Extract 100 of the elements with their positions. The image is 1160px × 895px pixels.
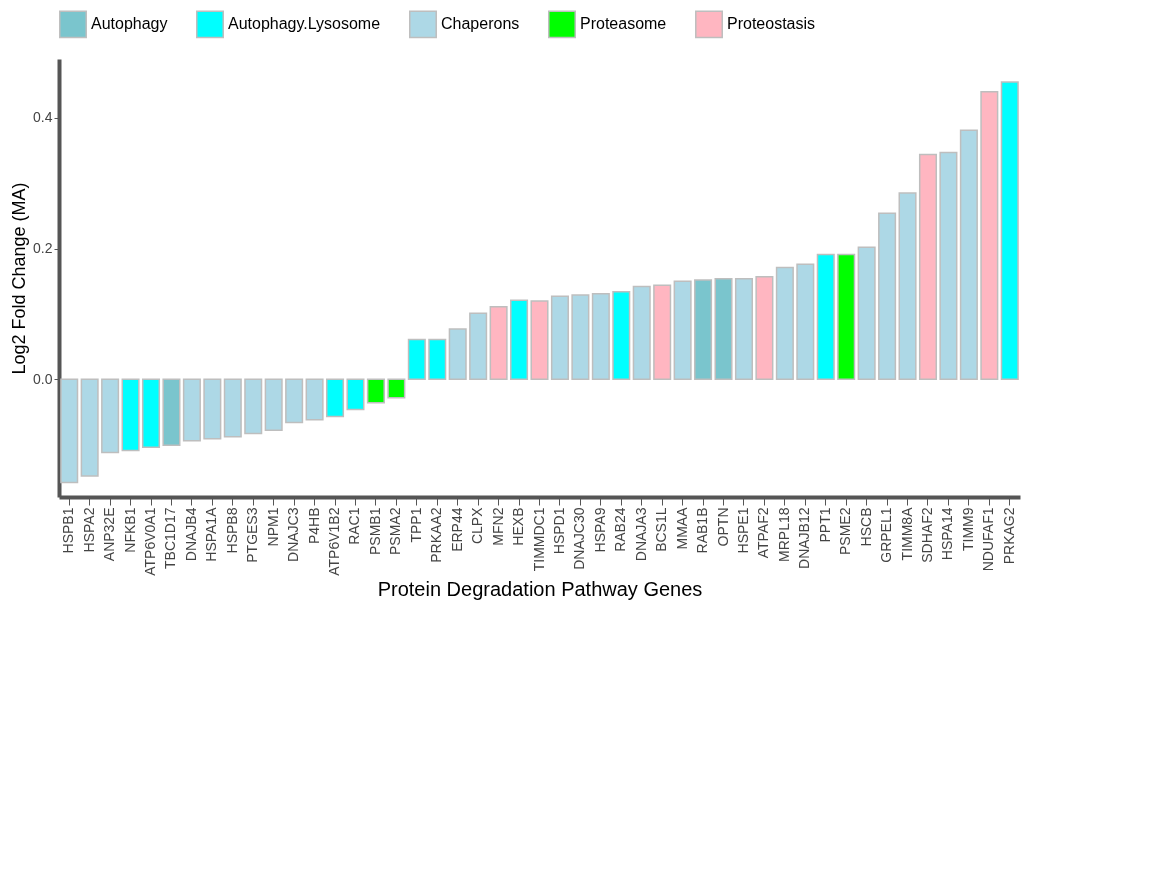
x-tick-label: TIMM9 (959, 507, 976, 552)
x-tick-label: DNAJB4 (182, 507, 199, 562)
x-tick-label: DNAJC3 (285, 507, 302, 562)
bar (489, 306, 508, 381)
bar (223, 378, 242, 438)
x-tick-label: CLPX (469, 506, 486, 545)
legend-label: Chaperons (441, 15, 520, 33)
bar (305, 378, 324, 421)
bar (448, 328, 467, 381)
x-tick-label: ATPAF2 (755, 507, 772, 559)
legend-label: Proteasome (580, 15, 667, 33)
x-tick-label: DNAJC30 (571, 507, 588, 570)
legend-label: Proteostasis (727, 15, 816, 33)
bar (510, 299, 529, 381)
x-tick-label: PPT1 (816, 507, 833, 543)
bar (550, 295, 569, 381)
x-tick-label: SDHAF2 (918, 507, 935, 563)
bar (612, 290, 631, 381)
bar (734, 277, 753, 381)
bar (203, 378, 222, 440)
bar (694, 279, 713, 381)
bar (60, 378, 79, 484)
x-tick-label: HSPB8 (223, 507, 240, 554)
x-tick-label: NPM1 (264, 507, 281, 547)
x-tick-label: PRKAA2 (428, 507, 445, 563)
bar (918, 153, 938, 381)
bar (469, 312, 488, 381)
x-tick-label: HSPA14 (939, 507, 956, 561)
x-tick-label: TBC1D17 (162, 507, 179, 569)
bar (141, 378, 161, 449)
x-tick-label: TIMMDC1 (530, 507, 547, 572)
legend-label: Autophagy.Lysosome (228, 15, 381, 33)
bar (898, 192, 917, 381)
bar (1000, 81, 1019, 381)
bar (182, 378, 201, 442)
x-tick-label: P4HB (305, 507, 322, 545)
bar (407, 338, 426, 381)
y-tick-label: 0.0 (33, 370, 53, 387)
bar (571, 294, 590, 381)
x-tick-label: BCS1L (653, 507, 670, 552)
bar (775, 266, 794, 381)
bar (264, 378, 283, 432)
bar (387, 378, 406, 399)
y-axis-title: Log2 Fold Change (MA) (9, 182, 30, 375)
x-tick-label: ANP32E (101, 507, 118, 562)
bar (816, 253, 835, 381)
x-tick-label: HSCB (857, 507, 874, 547)
y-tick-label: 0.4 (33, 109, 53, 126)
x-tick-label: TIMM8A (898, 506, 915, 561)
x-tick-label: ERP44 (448, 507, 465, 552)
x-tick-label: HEXB (510, 507, 527, 546)
bar (162, 378, 181, 447)
x-tick-label: HSPA1A (203, 506, 220, 562)
bar (837, 253, 856, 381)
x-tick-label: MFN2 (489, 507, 506, 546)
x-tick-label: NDUFAF1 (980, 507, 997, 572)
x-tick-label: PSMA2 (387, 507, 404, 555)
x-tick-label: HSPE1 (734, 507, 751, 554)
x-tick-label: MRPL18 (775, 507, 792, 562)
x-tick-label: PTGES3 (244, 507, 261, 563)
y-tick-label: 0.2 (33, 240, 53, 257)
bar (878, 212, 897, 381)
bar (939, 151, 958, 381)
bar (653, 284, 672, 381)
x-tick-label: MMAA (673, 506, 690, 550)
x-axis-title: Protein Degradation Pathway Genes (377, 577, 703, 600)
bar (591, 292, 610, 381)
bar (980, 90, 999, 381)
x-tick-label: HSPB1 (60, 507, 77, 554)
bar (755, 275, 774, 381)
x-tick-label: HSPD1 (550, 507, 567, 555)
bar (714, 277, 733, 381)
x-tick-label: PRKAG2 (1000, 507, 1017, 565)
x-tick-label: ATP6V0A1 (142, 507, 159, 576)
bar (346, 378, 365, 411)
x-tick-label: DNAJA3 (632, 507, 649, 562)
bar (366, 378, 385, 404)
bar (428, 338, 447, 381)
x-tick-label: NFKB1 (121, 507, 138, 553)
legend-label: Autophagy (91, 15, 168, 33)
bar (121, 378, 140, 452)
x-tick-label: DNAJB12 (796, 507, 813, 569)
bar (796, 263, 815, 381)
x-tick-label: PSME2 (837, 507, 854, 555)
bar (285, 378, 304, 424)
bar (244, 378, 263, 435)
x-tick-label: HSPA2 (80, 507, 97, 553)
x-tick-label: HSPA9 (591, 507, 608, 553)
x-tick-label: TPP1 (407, 507, 424, 543)
bar (326, 378, 345, 418)
bar (530, 300, 549, 381)
bar (673, 280, 692, 381)
bar (80, 378, 99, 477)
x-tick-label: ATP6V1B2 (326, 507, 343, 576)
x-tick-label: GRPEL1 (878, 507, 895, 563)
bar (101, 378, 120, 454)
x-tick-label: RAB1B (694, 507, 711, 554)
x-tick-label: RAC1 (346, 507, 363, 545)
bar (632, 285, 651, 381)
x-tick-label: OPTN (714, 507, 731, 547)
